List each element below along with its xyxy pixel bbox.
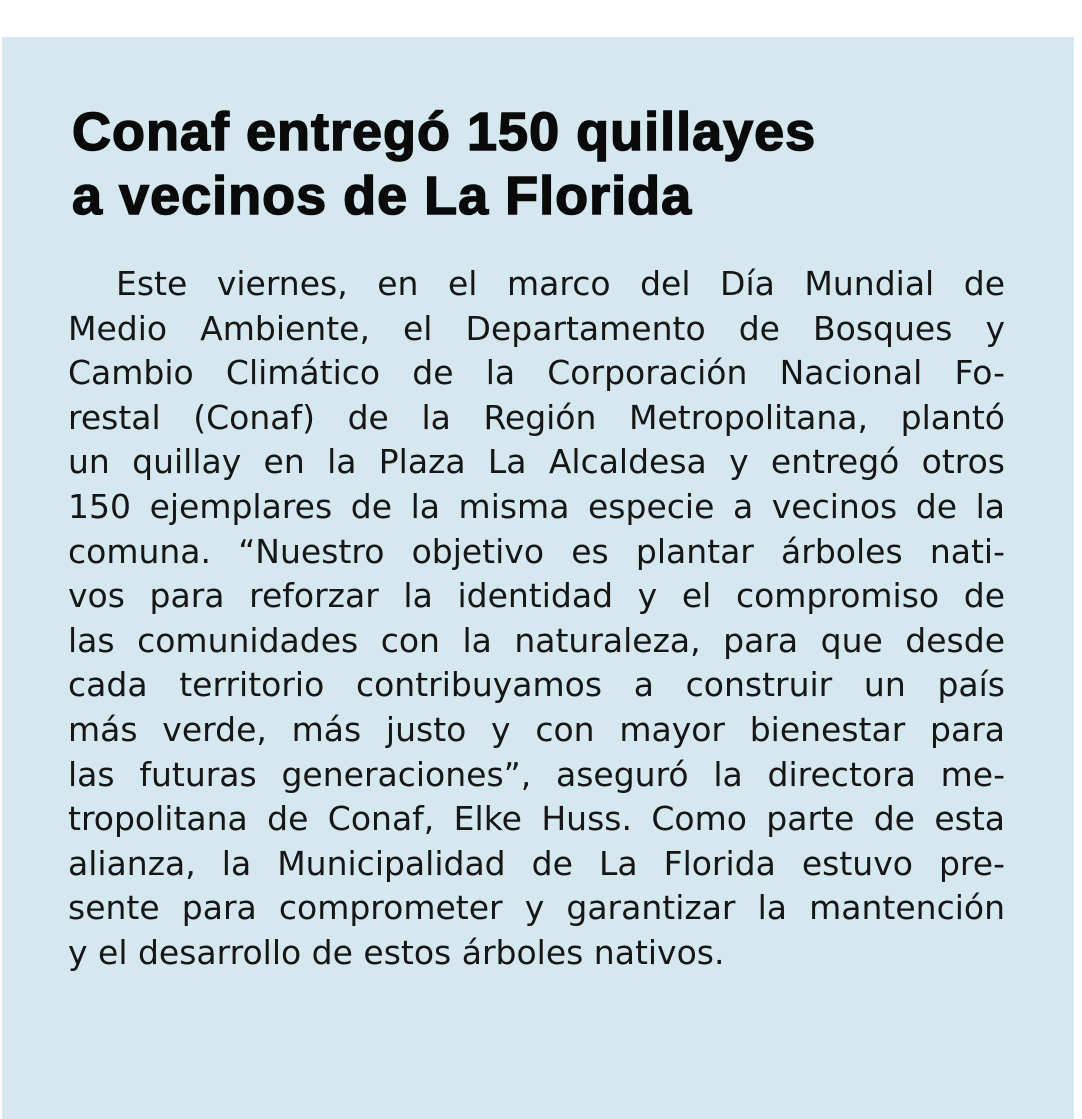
headline-line: a vecinos de La Florida	[71, 165, 693, 227]
headline-line: Conaf entregó 150 quillayes	[71, 101, 817, 163]
body-line: cada territorio contribuyamos a construi…	[68, 665, 1005, 705]
body-line: comuna. “Nuestro objetivo es plantar árb…	[68, 531, 1005, 571]
body-line: vos para reforzar la identidad y el comp…	[68, 576, 1005, 616]
article-body: Este viernes, en el marco del Día Mundia…	[68, 262, 1005, 976]
body-line: tropolitana de Conaf, Elke Huss. Como pa…	[68, 799, 1005, 839]
body-line: Medio Ambiente, el Departamento de Bosqu…	[68, 308, 1005, 348]
body-line: Este viernes, en el marco del Día Mundia…	[116, 264, 1005, 303]
body-line: las comunidades con la naturaleza, para …	[68, 620, 1005, 660]
body-line: alianza, la Municipalidad de La Florida …	[68, 843, 1005, 883]
body-line: restal (Conaf) de la Región Metropolitan…	[68, 397, 1005, 437]
body-line: las futuras generaciones”, aseguró la di…	[68, 754, 1005, 794]
body-line: un quillay en la Plaza La Alcaldesa y en…	[68, 442, 1005, 482]
article-box	[2, 37, 1074, 1119]
body-line: Cambio Climático de la Corporación Nacio…	[68, 353, 1005, 393]
body-line: más verde, más justo y con mayor bienest…	[68, 709, 1005, 749]
body-line: sente para comprometer y garantizar la m…	[68, 888, 1005, 928]
headline: Conaf entregó 150 quillayes a vecinos de…	[71, 100, 817, 228]
body-line: y el desarrollo de estos árboles nativos…	[68, 932, 725, 972]
body-line: 150 ejemplares de la misma especie a vec…	[68, 486, 1005, 526]
